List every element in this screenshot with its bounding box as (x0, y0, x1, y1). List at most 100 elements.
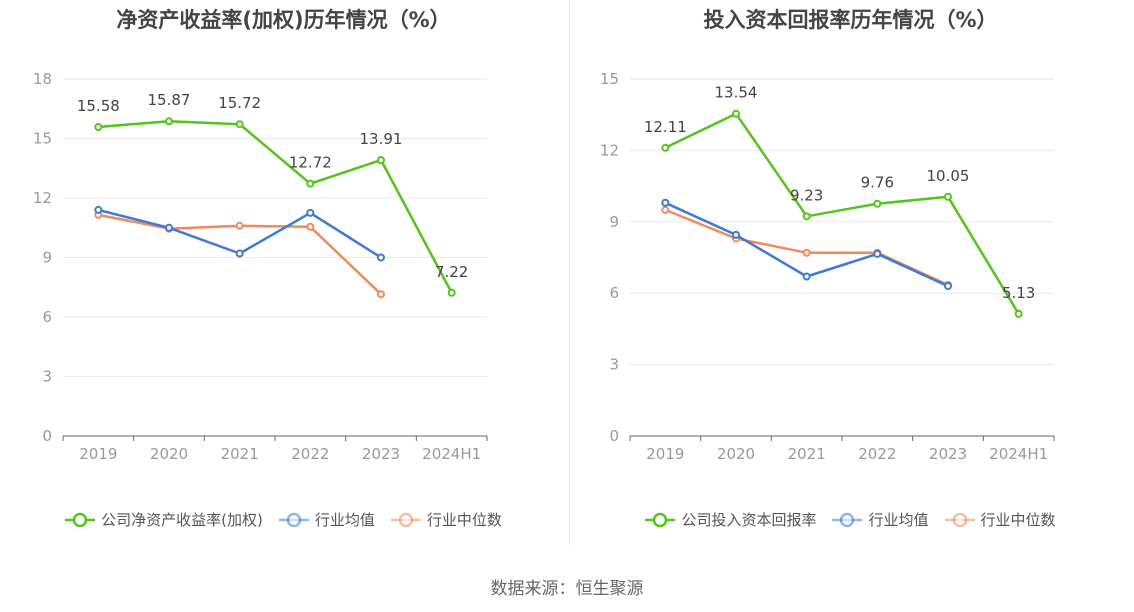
company-data-point (944, 192, 952, 201)
legend-line-circle-icon (390, 512, 421, 527)
legend-swatch-circle (840, 512, 855, 527)
x-tick-label: 2020 (150, 445, 188, 463)
company-data-point (165, 117, 173, 126)
industry-average-data-point (377, 253, 385, 262)
data-label: 15.58 (77, 97, 120, 115)
y-tick-label: 0 (42, 427, 52, 445)
data-label: 12.11 (644, 118, 687, 136)
x-tick-label: 2021 (221, 445, 259, 463)
company-data-point (447, 288, 456, 297)
y-tick-label: 9 (42, 249, 52, 267)
y-tick-label: 12 (33, 189, 52, 207)
legend-swatch-circle (286, 512, 302, 527)
company-series-line (664, 112, 1020, 315)
y-tick-label: 6 (609, 284, 619, 302)
x-tick-label: 2020 (717, 445, 755, 463)
data-label: 10.05 (927, 167, 970, 185)
data-label: 13.54 (715, 84, 758, 102)
x-tick-label: 2019 (79, 445, 117, 463)
x-tick-label: 2022 (858, 445, 896, 463)
legend-line-circle-icon (944, 512, 975, 527)
x-tick-label: 2022 (291, 445, 329, 463)
company-data-point (732, 109, 740, 118)
x-tick-label: 2019 (646, 445, 684, 463)
legend-swatch-circle (952, 512, 967, 527)
industry-average-data-point (661, 198, 670, 207)
industry-median-data-point (802, 248, 811, 257)
y-tick-label: 3 (42, 368, 52, 386)
industry-median-data-point (235, 221, 244, 230)
legend-label: 公司净资产收益率(加权) (101, 511, 263, 529)
legend-item-company[interactable]: 公司净资产收益率(加权) (65, 509, 263, 530)
y-tick-label: 0 (609, 427, 619, 445)
y-tick-label: 18 (33, 70, 52, 88)
x-tick-label: 2021 (788, 445, 826, 463)
company-data-point (1014, 309, 1023, 318)
industry-average-data-point (802, 272, 811, 281)
y-tick-label: 3 (609, 356, 619, 374)
industry-average-data-point (944, 282, 952, 291)
legend-item-industry-average[interactable]: 行业均值 (278, 509, 375, 530)
roic-chart-plot: 0 3 6 9 12 15 2019 2020 2021 2022 2023 2024H1 12.11 1… (600, 70, 1055, 463)
industry-average-data-point (165, 223, 173, 232)
legend-item-industry-average[interactable]: 行业均值 (832, 509, 929, 530)
company-data-point (235, 120, 244, 129)
roic-chart-legend: 公司投入资本回报率 行业均值 行业中位数 (567, 509, 1134, 530)
data-label: 15.87 (148, 91, 191, 109)
company-data-point (802, 212, 811, 221)
industry-median-data-point (661, 205, 670, 214)
data-label: 13.91 (360, 130, 403, 148)
legend-line-circle-icon (832, 512, 863, 527)
y-tick-label: 12 (600, 141, 619, 159)
industry-average-data-point (235, 249, 244, 258)
company-data-point (377, 156, 385, 165)
legend-item-industry-median[interactable]: 行业中位数 (390, 509, 502, 530)
industry-median-data-point (377, 290, 385, 299)
legend-swatch-circle (72, 512, 88, 527)
legend-line-circle-icon (278, 512, 309, 527)
industry-average-data-point (873, 249, 882, 258)
roe-chart-plot: 0 3 6 9 12 15 18 2019 2020 2021 2022 2023 2024H1 15.5… (33, 70, 488, 463)
panel-divider (569, 0, 570, 545)
data-label: 7.22 (435, 263, 468, 281)
company-series-line (98, 119, 453, 294)
company-data-point (94, 122, 103, 131)
roe-chart-legend: 公司净资产收益率(加权) 行业均值 行业中位数 (0, 509, 567, 530)
legend-item-industry-median[interactable]: 行业中位数 (944, 509, 1056, 530)
legend-label: 行业均值 (868, 511, 929, 529)
x-tick-label: 2023 (929, 445, 967, 463)
legend-swatch-circle (653, 512, 668, 527)
legend-label: 行业中位数 (980, 511, 1056, 529)
roe-chart-panel: 净资产收益率(加权)历年情况（%） 0 3 6 9 12 15 18 2019 2020 2021… (0, 0, 567, 560)
data-label: 15.72 (218, 94, 261, 112)
industry-average-data-point (94, 205, 103, 214)
legend-swatch-circle (398, 512, 414, 527)
data-label: 9.76 (861, 174, 894, 192)
data-label: 12.72 (289, 154, 332, 172)
industry-median-data-point (306, 222, 315, 231)
y-tick-label: 15 (600, 70, 619, 88)
industry-average-data-point (732, 230, 740, 239)
y-tick-label: 15 (33, 130, 52, 148)
industry-average-data-point (306, 208, 315, 217)
legend-label: 公司投入资本回报率 (681, 511, 817, 529)
roic-chart-panel: 投入资本回报率历年情况（%） 0 3 6 9 12 15 2019 2020 2021 2022 2… (567, 0, 1134, 560)
company-data-point (661, 143, 670, 152)
y-tick-label: 6 (42, 308, 52, 326)
data-label: 5.13 (1002, 284, 1035, 302)
legend-label: 行业均值 (314, 511, 375, 529)
legend-item-company[interactable]: 公司投入资本回报率 (645, 509, 816, 530)
legend-line-circle-icon (645, 512, 676, 527)
legend-label: 行业中位数 (426, 511, 502, 529)
roe-chart-title: 净资产收益率(加权)历年情况（%） (116, 8, 451, 32)
y-tick-label: 9 (609, 213, 619, 231)
company-data-point (873, 199, 882, 208)
data-source-footer: 数据来源：恒生聚源 (490, 579, 644, 599)
roic-chart-title: 投入资本回报率历年情况（%） (703, 8, 998, 32)
x-tick-label: 2023 (362, 445, 400, 463)
company-data-point (306, 179, 315, 188)
data-label: 9.23 (790, 186, 823, 204)
legend-line-circle-icon (65, 512, 96, 527)
x-tick-label: 2024H1 (422, 445, 481, 463)
x-tick-label: 2024H1 (989, 445, 1048, 463)
